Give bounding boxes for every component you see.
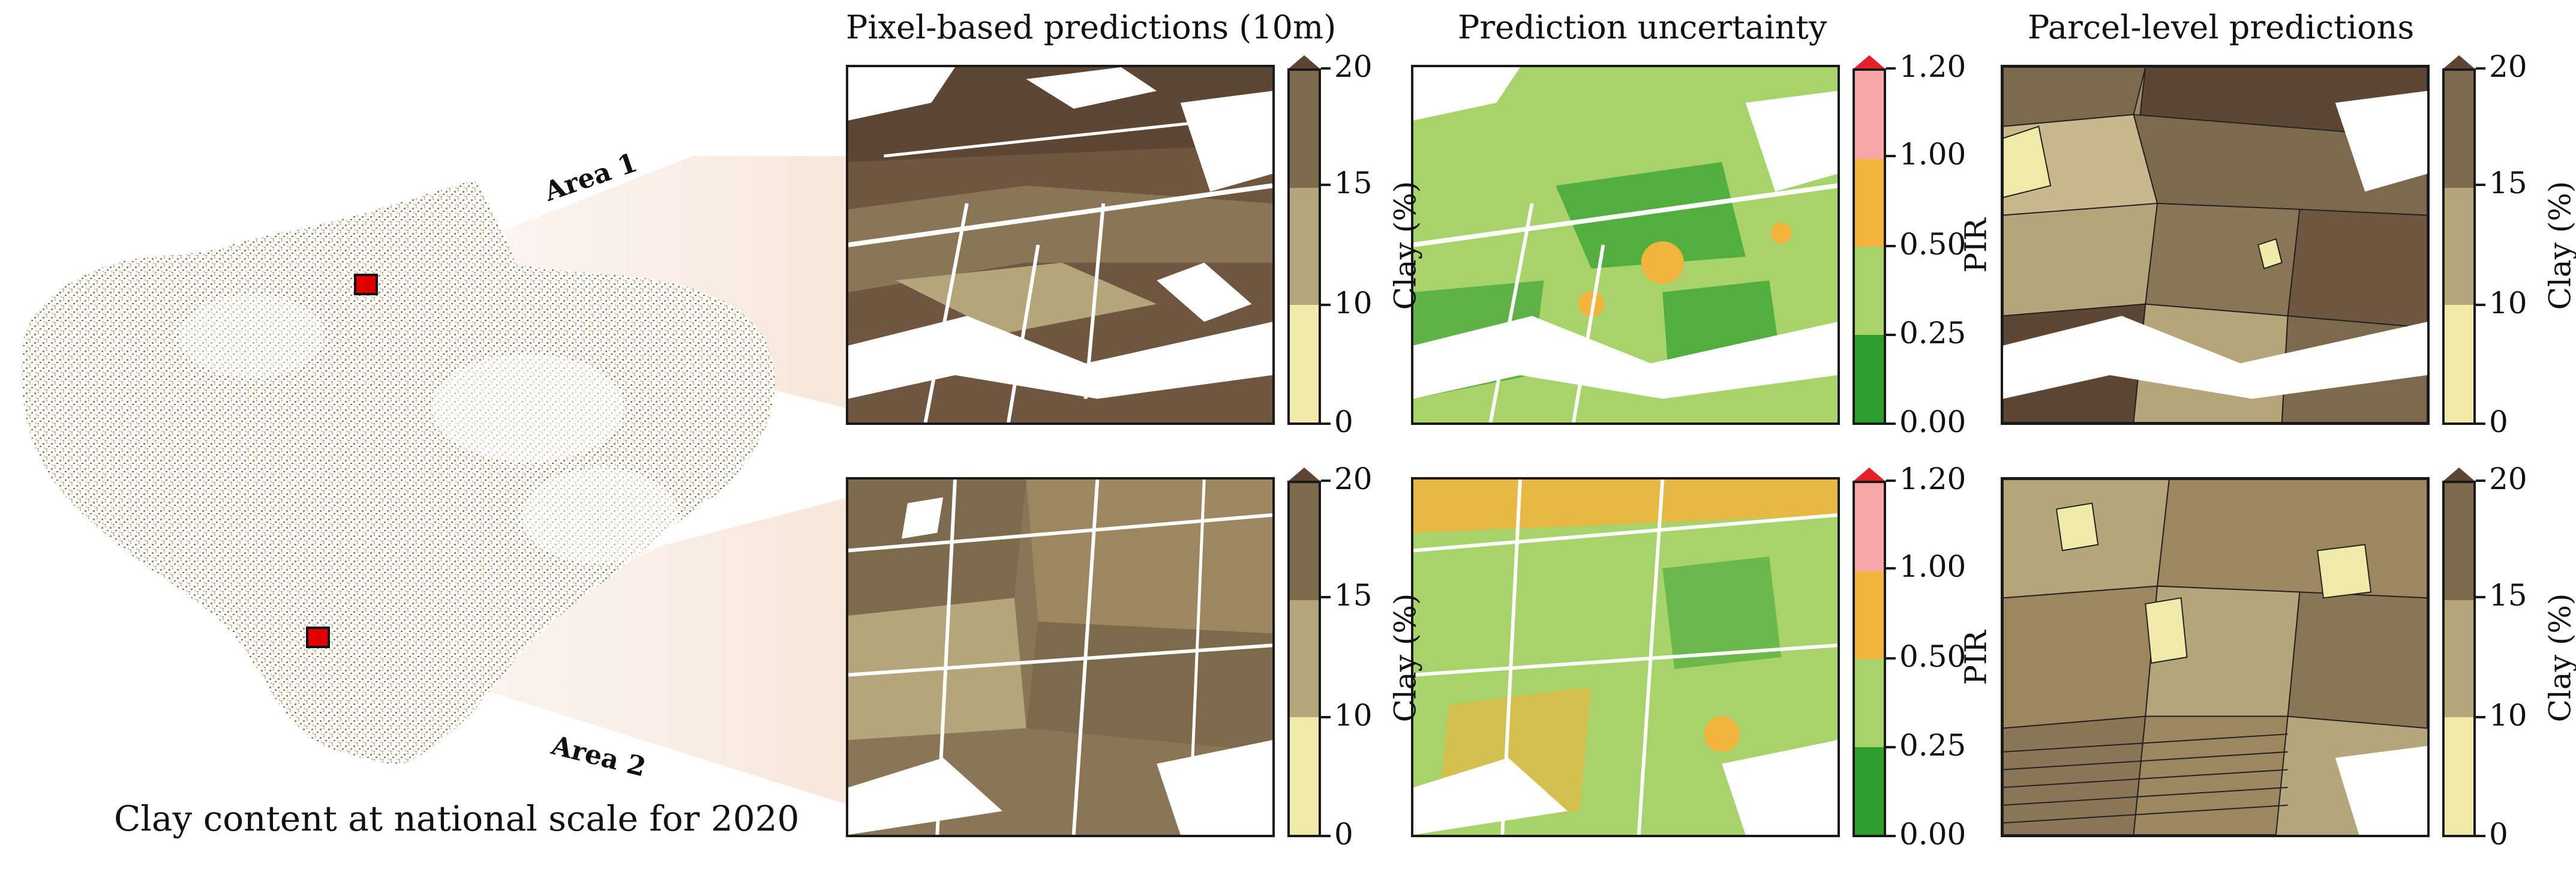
pir-tick-0.00: 0.00: [1899, 817, 1966, 852]
clay-tick-0: 0: [2489, 404, 2508, 439]
prediction-uncertainty-title: Prediction uncertainty: [1458, 8, 1827, 46]
overview-caption: Clay content at national scale for 2020: [114, 798, 800, 839]
clay-colorbar-label: Clay (%): [1388, 593, 1423, 723]
pir-tick-0.25: 0.25: [1899, 316, 1966, 350]
clay-colorbar-tip: [2442, 55, 2476, 70]
clay-tick-10: 10: [2489, 698, 2527, 733]
clay-tick-20: 20: [2489, 462, 2527, 496]
clay-colorbar-tip: [1287, 55, 1321, 70]
pir-tick-1.00: 1.00: [1899, 549, 1966, 584]
pir-tick-0.50: 0.50: [1899, 639, 1966, 674]
pixel-predictions-title: Pixel-based predictions (10m): [846, 8, 1337, 46]
pir-colorbar-label: PIR: [1958, 218, 1993, 273]
pir-tick-1.00: 1.00: [1899, 137, 1966, 172]
clay-colorbar-label: Clay (%): [1388, 181, 1423, 310]
area-2-pixel-predictions-map: [846, 477, 1275, 837]
clay-tick-0: 0: [1334, 404, 1353, 439]
area-1-marker: [354, 274, 378, 295]
clay-tick-15: 15: [2489, 166, 2527, 200]
clay-tick-10: 10: [1334, 698, 1373, 733]
clay-tick-20: 20: [2489, 49, 2527, 84]
clay-tick-0: 0: [1334, 817, 1353, 852]
clay-tick-0: 0: [2489, 817, 2508, 852]
clay-tick-10: 10: [2489, 286, 2527, 320]
clay-tick-10: 10: [1334, 286, 1373, 320]
pir-tick-0.25: 0.25: [1899, 728, 1966, 763]
area-1-pixel-predictions-map: [846, 65, 1275, 425]
area-1-uncertainty-map: [1411, 65, 1840, 425]
clay-tick-15: 15: [1334, 578, 1373, 613]
clay-colorbar-label: Clay (%): [2542, 181, 2576, 310]
area-1-parcel-predictions-map: [2001, 65, 2430, 425]
clay-tick-20: 20: [1334, 462, 1373, 496]
pir-tick-0.50: 0.50: [1899, 227, 1966, 262]
area-2-uncertainty-map: [1411, 477, 1840, 837]
pir-colorbar-tip: [1853, 55, 1886, 70]
clay-colorbar-label: Clay (%): [2542, 593, 2576, 723]
clay-tick-20: 20: [1334, 49, 1373, 84]
pir-colorbar-label: PIR: [1958, 630, 1993, 685]
pir-tick-1.20: 1.20: [1899, 49, 1966, 84]
pir-tick-0.00: 0.00: [1899, 404, 1966, 439]
area-2-marker: [306, 627, 330, 648]
pir-colorbar-tip: [1853, 468, 1886, 482]
clay-tick-15: 15: [2489, 578, 2527, 613]
area-2-parcel-predictions-map: [2001, 477, 2430, 837]
national-overview-map: [22, 156, 846, 804]
pir-tick-1.20: 1.20: [1899, 462, 1966, 496]
clay-colorbar-tip: [1287, 468, 1321, 482]
parcel-predictions-title: Parcel-level predictions: [2028, 8, 2415, 46]
clay-colorbar-tip: [2442, 468, 2476, 482]
clay-tick-15: 15: [1334, 166, 1373, 200]
